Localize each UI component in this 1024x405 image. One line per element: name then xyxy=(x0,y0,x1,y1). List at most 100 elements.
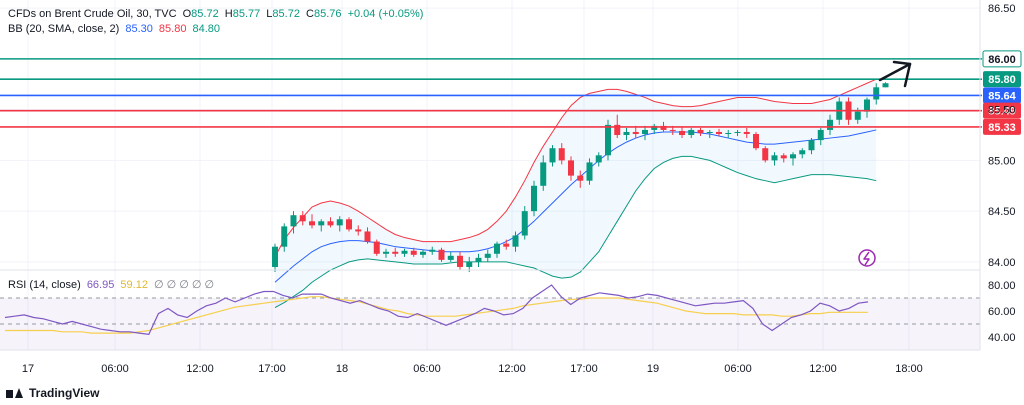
change-value: +0.04 (+0.05%) xyxy=(347,8,424,20)
candle-body xyxy=(447,255,454,260)
price-tick-label: 84.50 xyxy=(988,206,1016,218)
level-pill-label: 85.80 xyxy=(988,74,1016,86)
candle-body xyxy=(808,140,815,151)
open-value: 85.72 xyxy=(191,8,219,20)
bb-lower-value: 84.80 xyxy=(192,23,221,35)
candle-body xyxy=(549,148,556,163)
tradingview-brand: TradingView xyxy=(6,386,99,400)
candle-body xyxy=(410,250,417,255)
bb-fill xyxy=(275,79,877,308)
time-tick-label: 12:00 xyxy=(498,363,526,375)
candle-body xyxy=(688,129,695,136)
candle-body xyxy=(272,246,278,267)
candle-body xyxy=(438,249,445,260)
candle-body xyxy=(864,99,870,112)
candle-body xyxy=(401,250,408,254)
candle-body xyxy=(383,251,389,254)
symbol-title: CFDs on Brent Crude Oil, 30, TVC xyxy=(8,8,177,20)
brand-name: TradingView xyxy=(29,386,100,400)
price-tick-label: 86.50 xyxy=(988,3,1016,15)
time-tick-label: 18 xyxy=(336,363,348,375)
time-tick-label: 18:00 xyxy=(895,363,923,375)
candle-body xyxy=(392,251,399,254)
candle-body xyxy=(336,219,343,226)
candle-body xyxy=(355,229,362,232)
high-value: 85.77 xyxy=(232,8,261,20)
high-label: H xyxy=(224,8,233,20)
candle-body xyxy=(623,131,630,136)
candle-body xyxy=(762,148,769,161)
time-tick-label: 17:00 xyxy=(258,363,286,375)
price-tick-label: 85.50 xyxy=(988,105,1016,117)
rsi-value: 66.95 xyxy=(86,279,115,291)
candle-body xyxy=(457,255,463,267)
candle-body xyxy=(799,150,806,155)
rsi-tick-label: 80.00 xyxy=(988,280,1016,292)
time-tick-label: 17:00 xyxy=(570,363,598,375)
candle-body xyxy=(595,155,602,163)
candle-body xyxy=(420,251,426,255)
bb-upper-value: 85.80 xyxy=(158,23,187,35)
candle-body xyxy=(531,185,537,212)
candle-body xyxy=(605,124,611,156)
open-label: O xyxy=(182,8,192,20)
time-tick-label: 06:00 xyxy=(724,363,752,375)
level-pill-label: 85.64 xyxy=(988,90,1016,102)
level-pill xyxy=(982,50,1022,68)
rsi-ma-value: 59.12 xyxy=(120,279,148,291)
tradingview-logo-icon xyxy=(6,388,24,398)
candle-body xyxy=(780,155,787,159)
candle-body xyxy=(632,131,639,134)
time-tick-label: 17 xyxy=(22,363,34,375)
candle-body xyxy=(706,131,713,133)
rsi-ma-line xyxy=(5,296,868,334)
candle-body xyxy=(697,129,704,133)
level-pill-label: 85.49 xyxy=(988,106,1016,118)
level-pill-label: 85.33 xyxy=(988,122,1016,134)
price-tick-label: 85.00 xyxy=(988,155,1016,167)
candle-body xyxy=(651,125,658,130)
lightning-bolt-icon xyxy=(863,251,870,266)
bb-legend: BB (20, SMA, close, 2) 85.30 85.80 84.80 xyxy=(8,23,223,35)
candle-body xyxy=(854,111,861,120)
candle-body xyxy=(299,215,306,222)
level-pill xyxy=(983,71,1021,88)
candle-body xyxy=(475,257,482,262)
rsi-line xyxy=(4,284,869,336)
rsi-tick-label: 60.00 xyxy=(988,306,1016,318)
candle-body xyxy=(568,160,574,176)
trend-arrow-shaft xyxy=(878,62,912,82)
time-tick-label: 06:00 xyxy=(413,363,441,375)
candle-body xyxy=(309,221,315,226)
candle-body xyxy=(753,134,759,149)
candle-body xyxy=(327,221,334,226)
level-pill xyxy=(983,118,1021,135)
candle-body xyxy=(679,130,685,136)
candle-body xyxy=(346,219,352,230)
candle-body xyxy=(827,119,833,130)
candle-body xyxy=(484,253,491,258)
candle-body xyxy=(817,129,824,141)
candle-body xyxy=(669,129,676,131)
candle-body xyxy=(281,226,288,247)
lightning-icon xyxy=(858,249,876,267)
low-label: L xyxy=(266,8,273,20)
candle-body xyxy=(614,124,621,136)
rsi-na-values: ∅ ∅ ∅ ∅ ∅ xyxy=(154,279,215,291)
candle-body xyxy=(290,215,297,227)
trend-arrow-head-icon xyxy=(892,60,912,88)
candle-body xyxy=(882,83,889,88)
candle-body xyxy=(586,162,593,181)
candle-body xyxy=(734,131,741,133)
candle-body xyxy=(577,175,584,181)
candle-body xyxy=(503,243,510,247)
price-tick-label: 84.00 xyxy=(988,257,1016,269)
symbol-legend: CFDs on Brent Crude Oil, 30, TVC O85.72 … xyxy=(8,8,426,20)
time-tick-label: 12:00 xyxy=(186,363,214,375)
candle-body xyxy=(873,87,880,100)
close-value: 85.76 xyxy=(313,8,342,20)
rsi-tick-label: 40.00 xyxy=(988,332,1016,344)
candle-body xyxy=(373,241,380,254)
candle-body xyxy=(642,129,648,134)
